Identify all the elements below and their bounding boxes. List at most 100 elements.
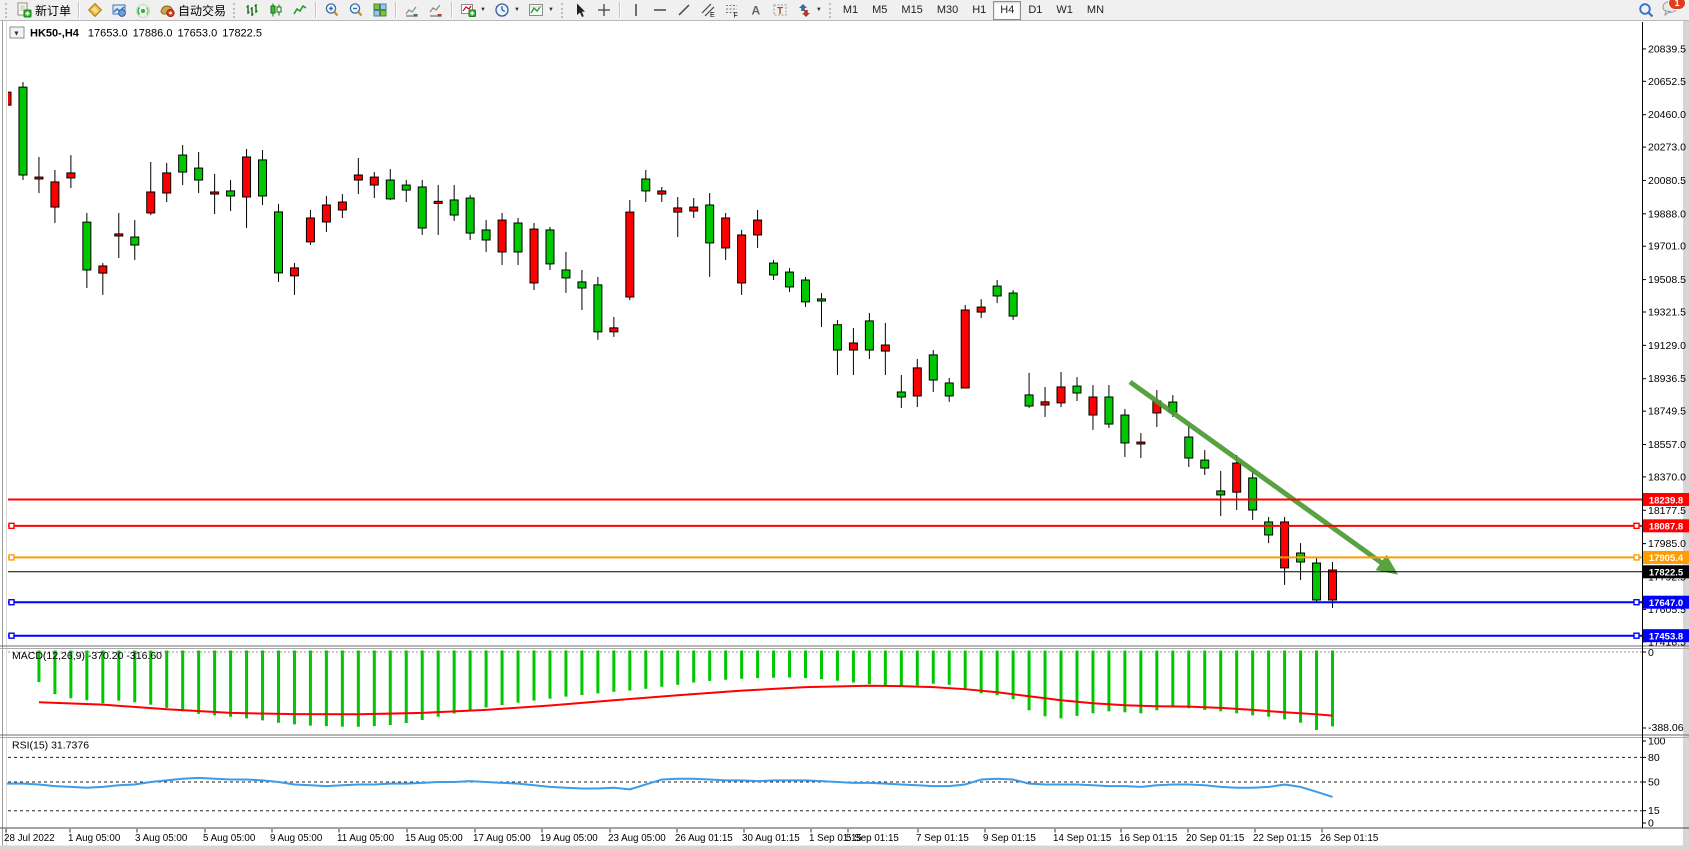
arrows-icon (798, 4, 810, 17)
auto-scroll-button[interactable] (400, 0, 424, 21)
candle (769, 262, 779, 276)
price-line-handle[interactable] (8, 522, 15, 530)
chevron-down-icon: ▼ (815, 7, 822, 13)
toolbar-grip[interactable] (828, 2, 833, 18)
bar-chart-button[interactable] (240, 0, 264, 21)
date-label: 3 Aug 05:00 (135, 833, 188, 844)
date-label: 9 Sep 01:15 (983, 833, 1036, 844)
text-icon: A (751, 4, 760, 18)
timeframe-M1[interactable]: M1 (842, 4, 859, 16)
market-watch-button[interactable] (83, 0, 107, 21)
candle (146, 191, 156, 214)
rsi-line (7, 776, 1333, 798)
chevron-down-icon: ▼ (13, 31, 20, 38)
date-label: 22 Sep 01:15 (1253, 833, 1312, 844)
timeframe-MN[interactable]: MN (1086, 4, 1105, 16)
auto-trading-button[interactable]: 自动交易 (155, 0, 230, 21)
fibonacci-button[interactable]: F (720, 0, 744, 21)
candle (305, 217, 315, 243)
text-button[interactable]: A (744, 0, 768, 21)
candle (832, 324, 842, 351)
chat-button[interactable]: 1 (1661, 0, 1686, 21)
vertical-line-icon (635, 4, 637, 16)
add-indicator-button[interactable]: ▼ (456, 0, 490, 21)
crosshair-button[interactable] (592, 0, 616, 21)
bar-chart-icon (246, 4, 258, 16)
add-indicator-icon (461, 4, 477, 17)
candle (641, 178, 651, 192)
price-tag (1643, 565, 1689, 579)
search-icon[interactable] (1638, 2, 1655, 19)
periods-button[interactable]: ▼ (490, 0, 524, 21)
price-tick-label: 17985.0 (1648, 538, 1686, 550)
toolbar-grip[interactable] (5, 2, 9, 18)
macd-label: MACD(12,26,9) -370.20 -316.60 (12, 650, 162, 662)
candlestick-chart-button[interactable] (264, 0, 288, 21)
timeframe-D1[interactable]: D1 (1028, 4, 1043, 16)
candle (1008, 292, 1018, 317)
price-line-handle[interactable] (8, 599, 15, 606)
trend-arrow[interactable] (1128, 379, 1399, 575)
candle (657, 190, 667, 195)
separator (451, 2, 454, 18)
price-line-handle[interactable] (8, 632, 15, 639)
price-tick-label: 20460.0 (1648, 109, 1686, 121)
timeframe-H4[interactable]: H4 (993, 0, 1022, 20)
timeframe-M15[interactable]: M15 (901, 4, 923, 16)
chart-shift-button[interactable] (424, 0, 448, 21)
price-line-handle[interactable] (1633, 554, 1640, 561)
signals-button[interactable] (131, 0, 155, 21)
zoom-in-button[interactable] (320, 0, 344, 21)
timeframe-H1[interactable]: H1 (972, 4, 987, 16)
timeframe-M5[interactable]: M5 (872, 4, 888, 16)
auto-trading-label: 自动交易 (178, 3, 227, 18)
arrows-button[interactable]: ▼ (792, 0, 826, 21)
horizontal-line-button[interactable] (648, 0, 672, 21)
price-tick-label: 18557.0 (1648, 439, 1686, 451)
cursor-icon (576, 3, 585, 17)
price-tick-label: 20652.5 (1648, 76, 1686, 88)
charts-button[interactable] (107, 0, 131, 21)
text-label-button[interactable]: T (768, 0, 792, 21)
templates-button[interactable]: ▼ (524, 0, 558, 21)
price-line-handle[interactable] (1633, 599, 1640, 606)
price-line-handle[interactable] (8, 554, 15, 561)
templates-icon (528, 4, 543, 16)
chart-shift-icon (429, 4, 443, 17)
line-chart-button[interactable] (288, 0, 312, 21)
candle (1248, 477, 1258, 511)
price-tick-label: 19888.0 (1648, 208, 1686, 220)
cursor-button[interactable] (568, 0, 592, 21)
tile-windows-button[interactable] (368, 0, 392, 21)
candle (433, 200, 443, 204)
pane-splitters[interactable] (0, 645, 1689, 829)
symbol-dropdown-button[interactable] (9, 26, 25, 39)
new-order-button[interactable]: 新订单 (12, 0, 75, 21)
equidistant-channel-icon: E (701, 3, 715, 18)
price-tick-label: 19508.5 (1648, 274, 1686, 286)
timeframe-M30[interactable]: M30 (936, 4, 959, 16)
candle (864, 320, 874, 351)
equidistant-channel-button[interactable]: E (696, 0, 720, 21)
timeframe-W1[interactable]: W1 (1056, 4, 1073, 16)
candle (960, 309, 970, 389)
price-tick-label: 19321.5 (1648, 307, 1686, 319)
vertical-line-button[interactable] (624, 0, 648, 21)
toolbar-grip[interactable] (233, 2, 237, 18)
price-line-handle[interactable] (1633, 522, 1640, 530)
price-line-handle[interactable] (1633, 632, 1640, 639)
date-label: 5 Aug 05:00 (203, 833, 256, 844)
toolbar-grip[interactable] (560, 2, 565, 18)
trendline-button[interactable] (672, 0, 696, 21)
rsi-label: RSI(15) 31.7376 (12, 740, 89, 752)
price-tick-label: 19129.0 (1648, 340, 1686, 352)
zoom-out-button[interactable] (344, 0, 368, 21)
new-order-label: 新订单 (35, 3, 72, 18)
candle (1200, 459, 1210, 469)
candle (369, 176, 379, 186)
candle (896, 391, 906, 398)
candle (1264, 521, 1274, 536)
candle (673, 207, 683, 213)
candle (82, 221, 92, 271)
